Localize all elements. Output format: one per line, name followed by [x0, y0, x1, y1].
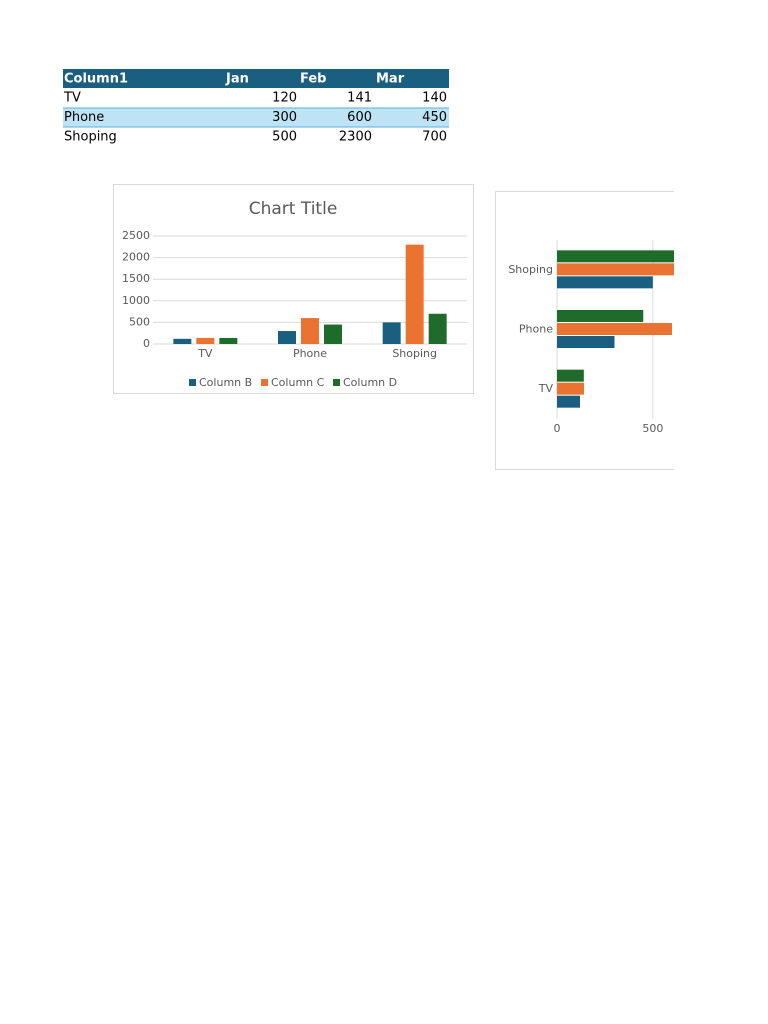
bar: [557, 250, 674, 263]
legend-label: Column C: [271, 376, 325, 389]
table-header: Column1: [64, 72, 128, 87]
bar: [278, 331, 296, 344]
legend-label: Column D: [343, 376, 397, 389]
legend-swatch: [261, 379, 268, 386]
bar: [557, 323, 672, 335]
table-header: Mar: [376, 72, 405, 87]
table-cell: 500: [272, 130, 297, 145]
table-header: Jan: [225, 72, 249, 87]
x-tick-label: 0: [554, 422, 561, 435]
bar: [557, 369, 584, 382]
bar: [324, 324, 342, 344]
legend-label: Column B: [199, 376, 252, 389]
bar: [173, 338, 192, 344]
bar: [557, 395, 580, 408]
y-tick-label: 2500: [122, 229, 150, 242]
bar: [382, 322, 401, 344]
chart-2: 0 500 TV Phone Shoping: [495, 191, 674, 470]
x-tick-label: 500: [642, 422, 663, 435]
table-cell: Shoping: [64, 130, 117, 145]
bar: [301, 318, 319, 344]
legend-swatch: [333, 379, 340, 386]
y-tick-label: 0: [143, 337, 150, 350]
y-tick-label: 500: [129, 315, 150, 328]
y-tick-label: 1500: [122, 272, 150, 285]
bar: [557, 336, 615, 348]
y-tick-label: Phone: [519, 323, 553, 336]
x-tick-label: Shoping: [392, 347, 437, 360]
x-tick-label: Phone: [293, 347, 327, 360]
table-cell: 700: [422, 130, 447, 145]
table-cell: TV: [63, 91, 81, 106]
table-header: Feb: [300, 72, 326, 87]
y-tick-label: TV: [538, 382, 554, 395]
table-cell: 140: [422, 91, 447, 106]
table-cell: 300: [272, 110, 297, 125]
table-cell: Phone: [64, 110, 104, 125]
table-cell: 450: [422, 110, 447, 125]
legend-swatch: [189, 379, 196, 386]
x-tick-label: TV: [197, 347, 213, 360]
chart-title: Chart Title: [249, 199, 338, 219]
bar: [557, 382, 585, 395]
y-tick-label: Shoping: [508, 263, 553, 276]
table-cell: 600: [347, 110, 372, 125]
bar: [557, 276, 653, 289]
table-header-bg: [63, 69, 449, 88]
bar: [219, 337, 238, 344]
bar: [428, 313, 447, 344]
y-tick-label: 1000: [122, 294, 150, 307]
bar: [557, 310, 644, 322]
y-tick-label: 2000: [122, 251, 150, 264]
table-cell: 120: [272, 91, 297, 106]
table-band: [63, 108, 449, 127]
table-cell: 2300: [339, 130, 372, 145]
bar: [405, 244, 424, 344]
table-cell: 141: [347, 91, 372, 106]
bar: [196, 337, 215, 344]
bar: [557, 263, 674, 276]
